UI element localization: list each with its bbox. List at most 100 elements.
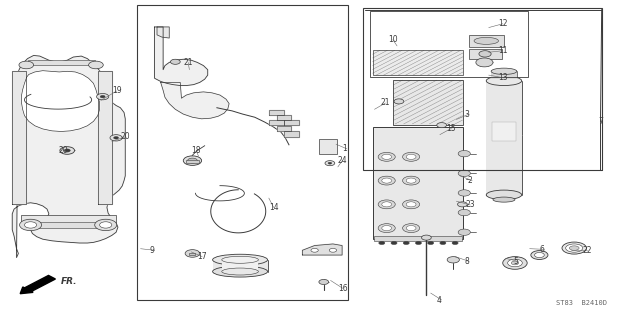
Text: 5: 5: [513, 257, 518, 266]
Bar: [363, 8, 602, 170]
Bar: [320, 140, 337, 154]
Text: 16: 16: [338, 284, 347, 293]
Ellipse shape: [569, 246, 579, 250]
Circle shape: [508, 259, 522, 267]
Circle shape: [511, 261, 519, 265]
Bar: [393, 80, 463, 124]
Circle shape: [378, 224, 395, 233]
Circle shape: [503, 257, 527, 269]
Text: 10: 10: [388, 35, 397, 44]
Circle shape: [170, 59, 180, 64]
Circle shape: [188, 158, 197, 163]
Circle shape: [114, 137, 118, 139]
Bar: [370, 11, 528, 77]
Polygon shape: [277, 115, 291, 120]
Bar: [468, 35, 504, 47]
Polygon shape: [157, 27, 169, 38]
Bar: [373, 127, 463, 239]
Circle shape: [382, 154, 392, 159]
Text: FR.: FR.: [61, 277, 78, 286]
Bar: [25, 222, 113, 228]
Circle shape: [440, 241, 446, 244]
Text: 14: 14: [269, 203, 278, 212]
Circle shape: [458, 170, 470, 176]
Circle shape: [406, 154, 416, 159]
Circle shape: [458, 229, 470, 236]
Bar: [468, 49, 502, 59]
Circle shape: [394, 99, 404, 104]
Circle shape: [458, 190, 470, 196]
Polygon shape: [270, 120, 284, 125]
Circle shape: [325, 161, 335, 166]
Circle shape: [379, 241, 385, 244]
Circle shape: [382, 178, 392, 183]
Circle shape: [531, 251, 548, 260]
Text: 7: 7: [598, 117, 603, 126]
Text: ST83  B2410D: ST83 B2410D: [555, 300, 607, 306]
Circle shape: [452, 241, 458, 244]
Polygon shape: [22, 71, 99, 132]
Polygon shape: [302, 244, 342, 255]
Bar: [491, 70, 517, 79]
Text: 1: 1: [342, 144, 347, 153]
Text: 19: 19: [112, 86, 122, 95]
Ellipse shape: [486, 76, 522, 85]
Text: 23: 23: [465, 201, 475, 210]
Text: 2: 2: [467, 176, 472, 185]
Text: 18: 18: [191, 146, 201, 155]
Circle shape: [60, 147, 75, 154]
Circle shape: [437, 123, 447, 128]
Circle shape: [64, 149, 70, 152]
Circle shape: [458, 202, 467, 207]
Circle shape: [99, 222, 112, 228]
Polygon shape: [277, 126, 291, 131]
Bar: [486, 80, 522, 195]
Circle shape: [476, 58, 493, 67]
Polygon shape: [12, 55, 125, 258]
Circle shape: [428, 241, 434, 244]
Circle shape: [402, 152, 420, 161]
Text: 13: 13: [498, 73, 507, 82]
Circle shape: [319, 279, 329, 284]
Circle shape: [100, 95, 105, 98]
Circle shape: [402, 176, 420, 185]
Polygon shape: [160, 82, 229, 119]
Text: 22: 22: [582, 246, 592, 255]
Ellipse shape: [213, 266, 268, 277]
Text: 21: 21: [183, 58, 193, 67]
Bar: [186, 160, 199, 163]
Ellipse shape: [562, 242, 586, 254]
Text: 12: 12: [498, 19, 507, 28]
Circle shape: [20, 219, 41, 231]
Polygon shape: [284, 132, 299, 137]
Text: 20: 20: [121, 132, 131, 141]
Ellipse shape: [222, 268, 259, 275]
Circle shape: [421, 235, 431, 240]
Text: 8: 8: [464, 257, 469, 266]
Circle shape: [447, 257, 460, 263]
Bar: [189, 252, 196, 255]
Polygon shape: [270, 110, 284, 115]
Bar: [373, 50, 463, 75]
Circle shape: [458, 209, 470, 216]
Circle shape: [110, 135, 122, 141]
Ellipse shape: [222, 256, 259, 263]
Bar: [375, 236, 462, 241]
Circle shape: [402, 200, 420, 209]
Circle shape: [25, 222, 36, 228]
Ellipse shape: [474, 37, 499, 44]
Circle shape: [378, 176, 395, 185]
Circle shape: [311, 248, 318, 252]
Circle shape: [534, 252, 544, 258]
Ellipse shape: [491, 68, 517, 75]
Circle shape: [402, 224, 420, 233]
Text: 11: 11: [498, 46, 507, 55]
Circle shape: [406, 202, 416, 207]
Polygon shape: [155, 27, 208, 85]
Text: 4: 4: [437, 296, 442, 305]
Ellipse shape: [566, 244, 583, 252]
Text: 24: 24: [338, 156, 347, 164]
Circle shape: [382, 226, 392, 231]
Circle shape: [378, 152, 395, 161]
Bar: [138, 5, 348, 300]
